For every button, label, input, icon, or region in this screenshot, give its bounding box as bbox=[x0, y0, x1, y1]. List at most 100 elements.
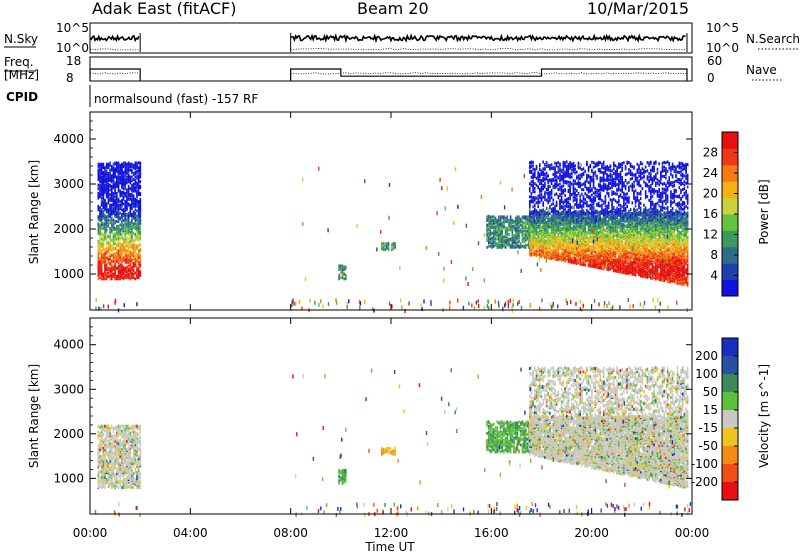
power-echo-cell bbox=[633, 180, 635, 184]
power-echo-cell bbox=[544, 184, 546, 188]
power-echo-cell bbox=[555, 255, 558, 259]
power-echo-cell bbox=[581, 175, 583, 179]
power-echo-cell bbox=[572, 185, 575, 189]
power-echo-cell bbox=[540, 225, 543, 229]
power-echo-cell bbox=[567, 167, 570, 171]
power-echo-cell bbox=[574, 182, 576, 185]
power-echo-cell bbox=[621, 270, 623, 274]
power-echo-cell bbox=[579, 166, 581, 170]
power-echo-cell bbox=[488, 218, 490, 222]
power-echo-cell bbox=[544, 172, 546, 176]
power-echo-cell bbox=[599, 220, 602, 224]
power-echo-cell bbox=[619, 203, 622, 207]
power-echo-cell bbox=[564, 163, 566, 167]
power-echo-cell bbox=[489, 215, 492, 219]
power-echo-cell bbox=[132, 177, 135, 181]
power-echo-cell bbox=[597, 231, 600, 235]
power-echo-cell bbox=[611, 206, 613, 210]
power-echo-cell bbox=[504, 243, 507, 247]
power-echo-cell bbox=[579, 204, 581, 207]
power-echo-cell bbox=[137, 179, 140, 183]
power-echo-cell bbox=[596, 214, 598, 218]
power-echo-cell bbox=[581, 204, 583, 208]
power-echo-cell bbox=[614, 232, 617, 236]
power-echo-cell bbox=[102, 209, 105, 213]
power-echo-cell bbox=[594, 230, 597, 234]
power-echo-cell bbox=[629, 169, 632, 173]
power-echo-cell bbox=[126, 170, 128, 174]
power-echo-cell bbox=[609, 218, 612, 222]
power-echo-cell bbox=[631, 176, 634, 180]
power-echo-cell bbox=[131, 197, 133, 201]
power-echo-cell bbox=[109, 170, 111, 174]
power-echo-cell bbox=[554, 161, 556, 165]
power-echo-cell bbox=[136, 174, 138, 178]
power-echo-cell bbox=[629, 173, 632, 176]
power-echo-cell bbox=[594, 250, 597, 254]
power-echo-cell bbox=[629, 247, 632, 251]
power-echo-cell bbox=[126, 224, 128, 228]
power-echo-cell bbox=[626, 242, 628, 246]
power-echo-cell bbox=[506, 238, 509, 242]
power-echo-cell bbox=[107, 196, 110, 200]
power-echo-cell bbox=[559, 236, 561, 240]
power-echo-cell bbox=[491, 236, 493, 240]
power-echo-cell bbox=[112, 172, 115, 175]
power-echo-cell bbox=[394, 245, 396, 249]
power-echo-cell bbox=[564, 194, 566, 197]
sky-right-label: N.Search bbox=[746, 32, 800, 46]
power-echo-cell bbox=[552, 173, 555, 176]
power-echo-cell bbox=[513, 234, 515, 238]
power-echo-cell bbox=[112, 252, 115, 256]
power-echo-cell bbox=[554, 223, 556, 227]
power-echo-cell bbox=[562, 178, 565, 182]
power-echo-cell bbox=[599, 218, 602, 222]
power-echo-cell bbox=[572, 257, 575, 261]
power-echo-cell bbox=[601, 258, 603, 262]
nave-trace-0 bbox=[89, 72, 141, 75]
power-echo-cell bbox=[129, 243, 132, 247]
power-echo-cell bbox=[626, 160, 628, 164]
power-echo-cell bbox=[540, 188, 543, 192]
power-echo-cell bbox=[134, 186, 137, 190]
power-echo-cell bbox=[565, 238, 568, 242]
power-echo-cell bbox=[550, 182, 553, 185]
power-echo-cell bbox=[547, 250, 549, 254]
power-echo-cell bbox=[392, 242, 395, 246]
power-echo-cell bbox=[127, 228, 130, 232]
power-echo-cell bbox=[557, 188, 560, 191]
power-echo-cell bbox=[127, 253, 130, 257]
power-echo-cell bbox=[626, 223, 628, 227]
power-echo-cell bbox=[381, 242, 383, 246]
power-echo-cell bbox=[623, 203, 625, 207]
power-echo-cell bbox=[127, 268, 130, 271]
power-echo-cell bbox=[619, 162, 622, 166]
power-echo-cell bbox=[124, 168, 126, 172]
power-echo-cell bbox=[576, 194, 578, 197]
power-echo-cell bbox=[613, 180, 615, 184]
power-echo-cell bbox=[518, 240, 520, 243]
power-echo-cell bbox=[559, 176, 561, 180]
power-echo-cell bbox=[609, 225, 612, 229]
power-echo-cell bbox=[532, 220, 534, 224]
power-echo-cell bbox=[126, 265, 128, 269]
power-echo-cell bbox=[391, 243, 393, 247]
power-echo-cell bbox=[567, 205, 570, 209]
power-echo-cell bbox=[628, 254, 630, 258]
power-echo-cell bbox=[117, 174, 120, 178]
power-echo-cell bbox=[576, 217, 578, 221]
power-echo-cell bbox=[535, 245, 538, 249]
power-echo-cell bbox=[577, 229, 580, 233]
power-echo-cell bbox=[602, 160, 605, 164]
power-echo-cell bbox=[599, 253, 602, 257]
power-echo-cell bbox=[565, 200, 568, 204]
power-echo-cell bbox=[134, 197, 137, 201]
power-echo-cell bbox=[604, 200, 607, 204]
power-echo-cell bbox=[534, 229, 536, 232]
power-echo-cell bbox=[571, 245, 573, 249]
power-echo-cell bbox=[109, 196, 111, 200]
power-echo-cell bbox=[589, 244, 592, 248]
power-echo-cell bbox=[542, 187, 544, 191]
power-echo-cell bbox=[619, 252, 622, 256]
power-echo-cell bbox=[540, 249, 543, 253]
